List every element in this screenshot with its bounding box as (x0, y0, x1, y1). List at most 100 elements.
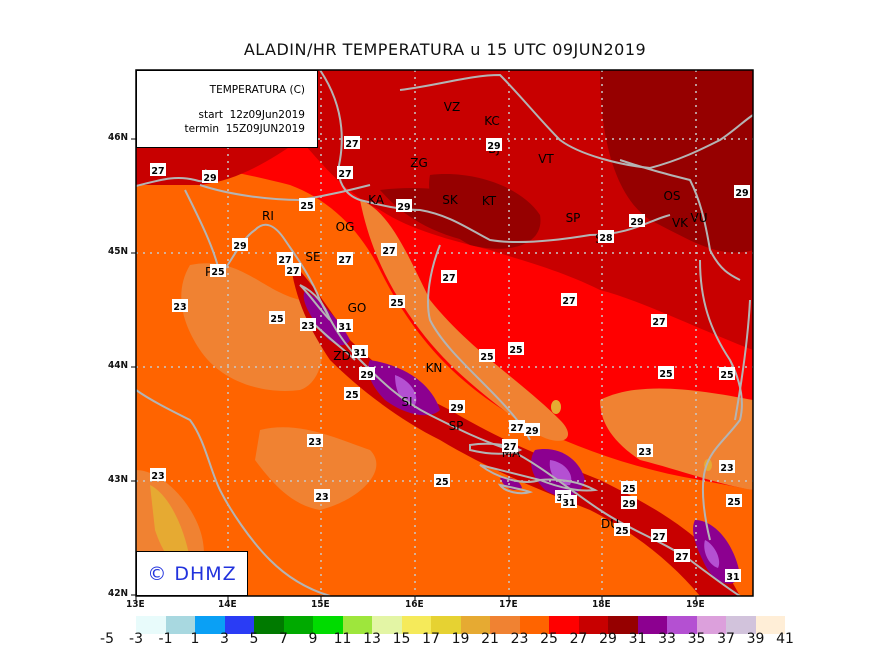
temperature-value: 25 (726, 494, 742, 508)
temperature-value: 31 (337, 319, 353, 333)
color-scale-bar (136, 616, 785, 634)
longitude-tick-label: 16E (405, 599, 424, 610)
color-scale-tick-label: -5 (100, 631, 114, 647)
color-swatch (372, 616, 402, 634)
svg-text:23: 23 (301, 321, 314, 332)
color-scale-tick-label: 5 (249, 631, 259, 647)
temperature-value: 27 (381, 243, 397, 257)
color-swatch (136, 616, 166, 634)
color-scale-tick-label: 33 (658, 631, 676, 647)
color-scale-tick-label: 1 (190, 631, 200, 647)
svg-text:25: 25 (270, 314, 283, 325)
svg-text:27: 27 (278, 255, 291, 266)
city-label: VU (691, 211, 708, 225)
svg-text:23: 23 (308, 437, 321, 448)
color-swatch (254, 616, 284, 634)
color-swatch (313, 616, 343, 634)
svg-text:27: 27 (286, 266, 299, 277)
color-swatch (401, 616, 431, 634)
temperature-value: 31 (352, 345, 368, 359)
svg-text:25: 25 (727, 497, 740, 508)
svg-text:28: 28 (599, 233, 613, 244)
city-label: VZ (444, 100, 460, 114)
color-scale-tick-label: 41 (776, 631, 794, 647)
temperature-value: 27 (674, 549, 690, 563)
temperature-value: 23 (314, 489, 330, 503)
temperature-value: 25 (614, 523, 630, 537)
temperature-value: 29 (396, 199, 412, 213)
city-label: SE (305, 250, 320, 264)
color-swatch (549, 616, 579, 634)
variable-heading: TEMPERATURA (C) (209, 84, 305, 96)
color-scale-tick-label: 3 (220, 631, 229, 647)
color-swatch (342, 616, 372, 634)
city-label: VK (672, 216, 689, 230)
city-label: RI (262, 209, 274, 223)
latitude-tick-label: 43N (108, 474, 129, 485)
temperature-value: 27 (277, 252, 293, 266)
svg-text:25: 25 (615, 526, 628, 537)
city-label: KA (368, 193, 385, 207)
longitude-tick-label: 17E (499, 599, 518, 610)
svg-text:23: 23 (315, 492, 328, 503)
temperature-value: 29 (449, 400, 465, 414)
color-swatch (696, 616, 726, 634)
city-label: GO (348, 301, 367, 315)
temperature-value: 25 (719, 367, 735, 381)
temperature-value: 23 (300, 318, 316, 332)
color-scale-tick-label: 37 (717, 631, 735, 647)
color-swatch (431, 616, 461, 634)
svg-text:27: 27 (652, 532, 665, 543)
svg-text:31: 31 (562, 498, 575, 509)
svg-text:29: 29 (630, 217, 643, 228)
svg-text:29: 29 (450, 403, 463, 414)
temperature-value: 27 (337, 252, 353, 266)
svg-text:23: 23 (173, 302, 186, 313)
temperature-value: 29 (629, 214, 645, 228)
color-scale-tick-label: 39 (746, 631, 765, 647)
color-scale-labels: -5 -3 -1 1 3 5 7 9 11 13 15 17 19 21 23 25 27 29 31 33 35 37 3… (0, 631, 890, 647)
temperature-value: 27 (509, 420, 525, 434)
latitude-tick-label: 44N (108, 360, 129, 371)
svg-text:29: 29 (360, 370, 373, 381)
svg-text:25: 25 (720, 370, 733, 381)
axis-ticks (131, 138, 697, 601)
temperature-value: 27 (651, 529, 667, 543)
temperature-value: 25 (508, 342, 524, 356)
color-swatch (667, 616, 697, 634)
svg-text:25: 25 (211, 267, 224, 278)
color-swatch (165, 616, 195, 634)
color-scale-tick-label: 23 (510, 631, 529, 647)
color-scale-tick-label: 7 (279, 631, 288, 647)
svg-text:29: 29 (487, 141, 500, 152)
color-scale-tick-label: 29 (599, 631, 617, 647)
city-label: SI (401, 395, 412, 409)
temperature-value: 25 (621, 481, 637, 495)
color-scale-tick-label: 25 (540, 631, 558, 647)
temperature-value: 25 (269, 311, 285, 325)
color-swatch (637, 616, 667, 634)
temperature-value: 25 (344, 387, 360, 401)
temperature-value: 27 (561, 293, 577, 307)
color-swatch (195, 616, 225, 634)
svg-text:31: 31 (726, 572, 739, 583)
svg-text:25: 25 (622, 484, 635, 495)
color-scale-tick-label: 27 (569, 631, 588, 647)
color-swatch (726, 616, 756, 634)
svg-text:23: 23 (638, 447, 651, 458)
city-label: ZD (333, 349, 350, 363)
svg-text:27: 27 (151, 166, 164, 177)
svg-text:25: 25 (659, 369, 672, 380)
svg-text:27: 27 (442, 273, 455, 284)
legend-info-box: TEMPERATURA (C) start 12z09Jun2019 termi… (136, 70, 318, 148)
temperature-value: 29 (524, 423, 540, 437)
svg-text:27: 27 (562, 296, 575, 307)
color-scale-tick-label: -1 (158, 631, 173, 647)
svg-text:29: 29 (233, 241, 246, 252)
svg-text:23: 23 (151, 471, 164, 482)
svg-text:25: 25 (435, 477, 448, 488)
longitude-tick-label: 15E (311, 599, 330, 610)
temperature-value: 27 (502, 439, 518, 453)
temperature-value: 27 (337, 166, 353, 180)
